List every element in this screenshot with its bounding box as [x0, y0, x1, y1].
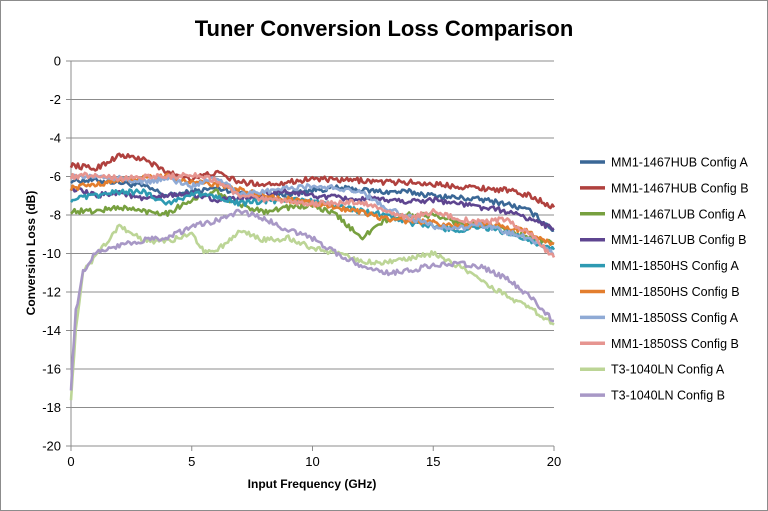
legend-label: T3-1040LN Config A	[611, 363, 725, 377]
axis-layer: 0 -2 -4 -6 -8 -10 -12 -14 -16 -18 -20 0 5 10 15 20	[42, 54, 561, 470]
series-layer	[69, 152, 556, 401]
series-line-3	[70, 188, 555, 246]
grid-layer	[71, 60, 554, 408]
chart-title: Tuner Conversion Loss Comparison	[195, 16, 574, 41]
series-line-10	[69, 208, 555, 391]
y-tick-label: -2	[49, 92, 61, 107]
legend-label: MM1-1850SS Config A	[611, 311, 739, 325]
legend-label: MM1-1850HS Config B	[611, 285, 740, 299]
legend-label: MM1-1850HS Config A	[611, 259, 740, 273]
y-tick-label: -6	[49, 169, 61, 184]
x-tick-label: 10	[305, 454, 319, 469]
y-tick-label: -16	[42, 362, 61, 377]
legend: MM1-1467HUB Config A MM1-1467HUB Config B…	[580, 156, 749, 403]
legend-label: MM1-1850SS Config B	[611, 337, 739, 351]
series-line-1	[70, 176, 555, 232]
y-axis-label: Conversion Loss (dB)	[24, 191, 38, 316]
x-tick-label: 0	[67, 454, 74, 469]
y-tick-label: -18	[42, 400, 61, 415]
x-tick-label: 15	[426, 454, 440, 469]
series-line-9	[69, 223, 555, 401]
series-line-2	[69, 152, 556, 210]
y-tick-label: 0	[54, 54, 61, 69]
series-line-7	[70, 173, 555, 256]
y-tick-label: -12	[42, 285, 61, 300]
legend-label: MM1-1467LUB Config B	[611, 233, 746, 247]
y-tick-label: -4	[49, 131, 61, 146]
legend-label: T3-1040LN Config B	[611, 389, 725, 403]
legend-label: MM1-1467HUB Config A	[611, 156, 749, 170]
y-tick-label: -20	[42, 439, 61, 454]
x-tick-label: 20	[547, 454, 561, 469]
legend-label: MM1-1467LUB Config A	[611, 207, 746, 221]
series-line-8	[69, 171, 556, 258]
y-tick-label: -14	[42, 323, 61, 338]
legend-label: MM1-1467HUB Config B	[611, 181, 749, 195]
y-tick-label: -10	[42, 246, 61, 261]
y-tick-label: -8	[49, 208, 61, 223]
x-axis-label: Input Frequency (GHz)	[248, 477, 377, 491]
x-tick-label: 5	[188, 454, 195, 469]
